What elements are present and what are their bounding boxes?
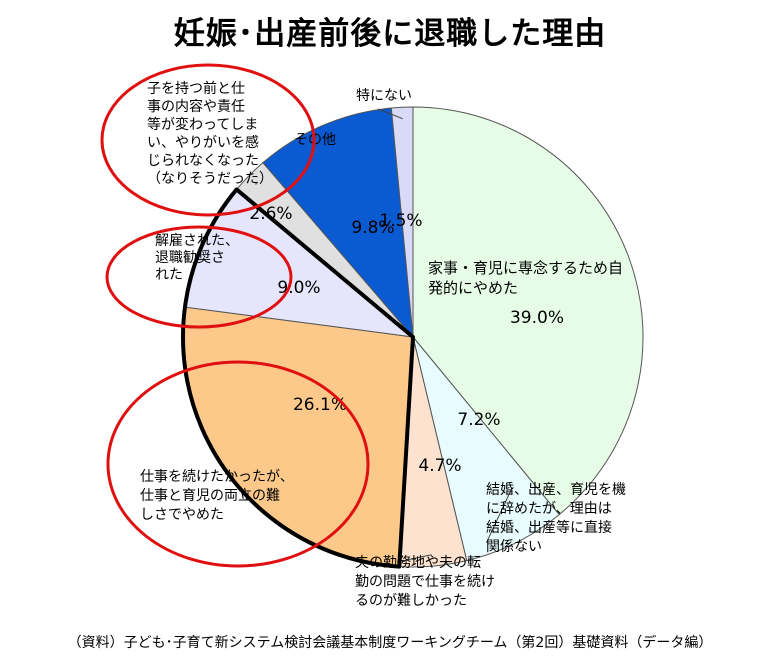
value-label-2: 7.2% <box>457 410 500 430</box>
red-ellipse-3 <box>106 360 370 568</box>
pie-slice-8 <box>390 106 414 338</box>
leader-line-1 <box>485 487 513 544</box>
category-label-4: 仕事を続けたかったが、仕事と育児の両立の難しさでやめた <box>140 468 294 523</box>
red-ellipse-2 <box>105 225 293 329</box>
value-label-7: 9.8% <box>351 218 394 238</box>
category-label-1: 家事・育児に専念するため自発的にやめた <box>428 259 623 297</box>
leader-line-2 <box>396 554 432 563</box>
value-label-4: 26.1% <box>293 395 347 415</box>
red-ellipses <box>100 63 370 568</box>
category-label-5: 解雇された、退職勧奨された <box>155 232 239 283</box>
value-label-8: 1.5% <box>379 211 422 231</box>
pie-slice-4 <box>182 306 414 568</box>
pie-slices <box>182 106 644 568</box>
pie-slice-1 <box>412 106 644 516</box>
chart-title: 妊娠･出産前後に退職した理由 <box>173 16 607 52</box>
pie-slice-7 <box>262 107 414 339</box>
category-label-2: 結婚、出産、育児を機に辞めたが、理由は結婚、出産等に直接関係ない <box>486 482 626 555</box>
highlight-outline-path <box>181 187 415 569</box>
value-label-5: 9.0% <box>277 278 320 298</box>
highlight-outline <box>181 187 415 569</box>
category-label-3: 夫の勤務地や夫の転勤の問題で仕事を続けるのが難しかった <box>355 555 495 609</box>
leader-lines <box>254 108 513 563</box>
leader-line-4 <box>377 108 403 120</box>
red-ellipse-1 <box>100 63 316 217</box>
value-label-3: 4.7% <box>418 456 461 476</box>
value-label-1: 39.0% <box>510 308 564 328</box>
category-label-6: 子を持つ前と仕事の内容や責任等が変わってしまい、やりがいを感じられなくなった（な… <box>147 80 273 187</box>
value-label-6: 2.6% <box>249 204 292 224</box>
pie-slice-2 <box>412 336 560 562</box>
source-note: （資料）子ども･子育て新システム検討会議基本制度ワーキングチーム（第2回）基礎資… <box>67 635 713 651</box>
category-label-8: 特にない <box>356 88 412 104</box>
